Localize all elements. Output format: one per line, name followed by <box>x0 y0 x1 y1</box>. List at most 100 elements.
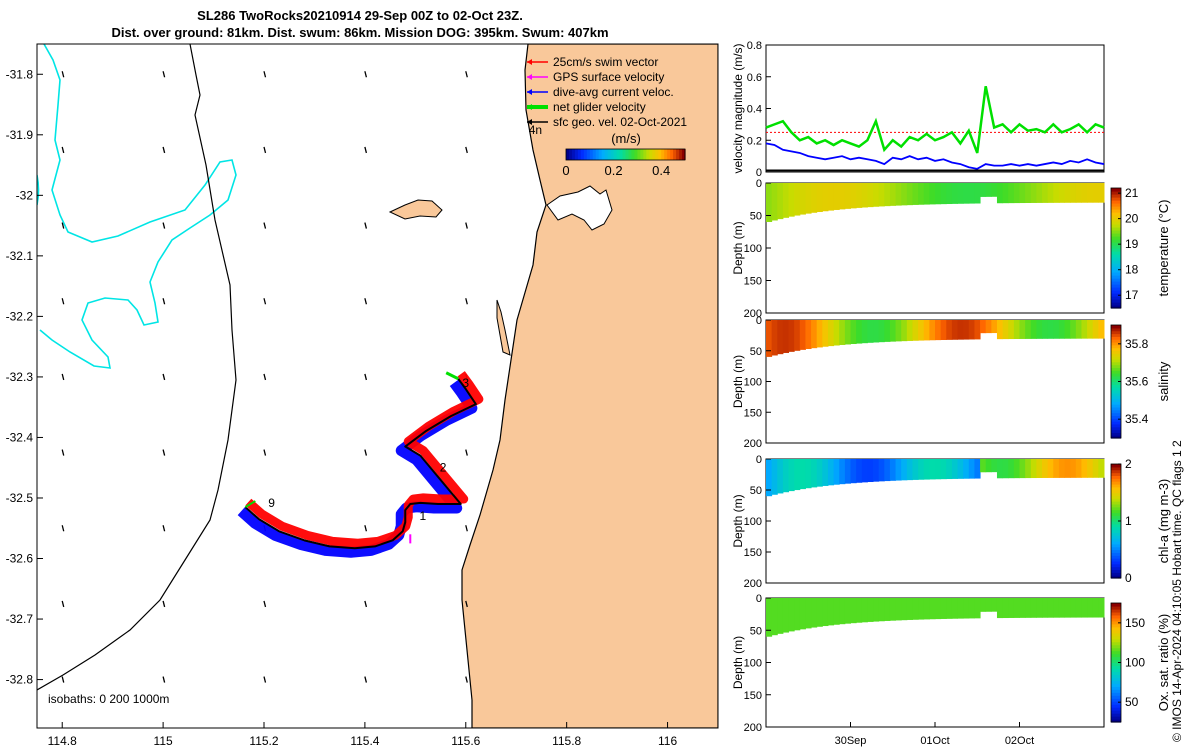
geo-velocity-arrow <box>465 676 468 683</box>
oxygen_section-cell <box>861 598 868 623</box>
temperature_section-colorbar-swatch <box>1111 254 1121 258</box>
oxygen_section-cell <box>856 598 863 623</box>
chla_section-colorbar-swatch <box>1111 526 1121 531</box>
speed-colorbar-swatch <box>583 149 588 160</box>
colorbar-tick-label: 0 <box>1125 571 1132 585</box>
salinity_section-cell <box>1013 320 1020 339</box>
oxygen_section-cell <box>991 598 998 612</box>
salinity_section-cell <box>1008 320 1015 340</box>
velocity-panel-frame <box>765 44 1105 173</box>
chla_section-cell <box>766 459 773 497</box>
y-tick-label: 100 <box>744 658 762 670</box>
colorbar-label: chl-a (mg m-3) <box>1156 479 1171 564</box>
y-tick-label: 50 <box>750 625 762 637</box>
geo-velocity-arrow <box>162 71 166 78</box>
geo-velocity-arrow <box>364 449 368 456</box>
salinity_section-cell <box>985 320 992 334</box>
temperature_section-cell <box>777 183 784 220</box>
chla_section-cell <box>980 459 987 473</box>
speed-colorbar-swatch <box>601 149 606 160</box>
y-tick-label: 0.6 <box>747 72 762 84</box>
colorbar-tick-label: 18 <box>1125 263 1139 277</box>
salinity_section-cell <box>1098 320 1105 339</box>
temperature_section-colorbar-swatch <box>1111 221 1121 225</box>
temperature_section-cell <box>935 183 942 205</box>
colorbar-tick-label: 17 <box>1125 288 1139 302</box>
geo-velocity-arrow <box>465 525 468 532</box>
chla_section-colorbar-swatch <box>1111 543 1121 548</box>
speed-colorbar-frame <box>565 148 686 161</box>
chla_section-colorbar-swatch <box>1111 518 1121 522</box>
salinity_section-colorbar-swatch <box>1111 370 1121 374</box>
speed-colorbar-swatch <box>568 149 573 160</box>
geo-velocity-arrow <box>364 222 368 229</box>
salinity_section-cell <box>1036 320 1043 339</box>
speed-colorbar-swatch <box>580 149 585 160</box>
y-tick-label: 100 <box>744 516 762 528</box>
speed-colorbar-swatch <box>610 149 615 160</box>
salinity_section-colorbar-swatch <box>1111 339 1121 343</box>
salinity_section-colorbar-swatch <box>1111 347 1121 352</box>
velocity-series-line <box>765 86 1105 154</box>
salinity_section-colorbar-swatch <box>1111 409 1121 414</box>
temperature_section-cell <box>839 183 846 210</box>
time-tick-label: 01Oct <box>920 735 949 747</box>
salinity_section-cell <box>1087 320 1094 339</box>
temperature_section-colorbar-swatch <box>1111 188 1121 192</box>
temperature_section-colorbar-swatch <box>1111 233 1121 237</box>
oxygen_section-colorbar-swatch <box>1111 620 1121 625</box>
oxygen_section-cell <box>850 598 857 624</box>
speed-colorbar-swatch <box>577 149 582 160</box>
chla_section-cell <box>889 459 897 481</box>
chla_section-colorbar-swatch <box>1111 492 1121 496</box>
glider-track: 1 2 3 4n 9 <box>237 123 542 558</box>
temperature_section-cell <box>766 183 773 222</box>
geo-velocity-arrow <box>263 600 267 608</box>
chla_section-cell <box>1087 459 1094 478</box>
geo-velocity-arrow <box>465 600 468 608</box>
temperature_section-colorbar-swatch <box>1111 209 1121 213</box>
speed-colorbar: (m/s) 0 0.2 0.4 <box>562 131 686 178</box>
legend-label: 25cm/s swim vector <box>553 55 658 69</box>
salinity_section-cell <box>788 320 795 352</box>
salinity_section-cell <box>1070 320 1077 339</box>
speed-colorbar-swatch <box>604 149 609 160</box>
chla_section-colorbar-swatch <box>1111 566 1121 571</box>
x-tick-label: 115.6 <box>451 734 480 748</box>
geo-velocity-arrow <box>263 71 267 78</box>
temperature_section-colorbar-swatch <box>1111 251 1121 255</box>
waypoint-label: 2 <box>440 461 447 475</box>
oxygen_section-colorbar-swatch <box>1111 611 1121 616</box>
chla_section-cell <box>1002 459 1009 479</box>
y-tick-label: 0 <box>756 315 762 327</box>
salinity_section-colorbar-swatch <box>1111 373 1121 377</box>
chla_section-cell <box>771 459 778 495</box>
geo-velocity-arrow <box>162 676 166 683</box>
temperature_section-cell <box>1087 183 1094 203</box>
salinity_section-cell <box>844 320 851 345</box>
salinity_section-cell <box>940 320 947 340</box>
salinity_section-cell <box>889 320 897 342</box>
temperature_section-cell <box>1030 183 1037 203</box>
oxygen_section-cell <box>839 598 846 625</box>
geo-velocity-arrow <box>263 222 267 229</box>
salinity_section-cell <box>1047 320 1054 339</box>
oxygen_section-cell <box>918 598 925 620</box>
chla_section-cell <box>935 459 942 480</box>
chla_section-cell <box>1025 459 1032 479</box>
legend-label: sfc geo. vel. 02-Oct-2021 <box>553 115 687 129</box>
speed-colorbar-swatch <box>682 149 686 160</box>
salinity_section-cell <box>850 320 857 345</box>
colorbar-tick-label: 20 <box>1125 212 1139 226</box>
chla_section-colorbar-swatch <box>1111 495 1121 499</box>
chla_section-cell <box>991 459 998 473</box>
salinity_section-colorbar-swatch <box>1111 387 1121 391</box>
legend-arrowhead <box>527 59 532 65</box>
temperature_section-colorbar-swatch <box>1111 227 1121 231</box>
chla_section-colorbar-swatch <box>1111 523 1121 528</box>
temperature_section-cell <box>895 183 902 206</box>
salinity_section-cell <box>1064 320 1071 339</box>
temperature_section-cell <box>901 183 908 206</box>
speed-colorbar-swatch <box>679 149 683 160</box>
geo-velocity-arrow <box>162 298 166 305</box>
